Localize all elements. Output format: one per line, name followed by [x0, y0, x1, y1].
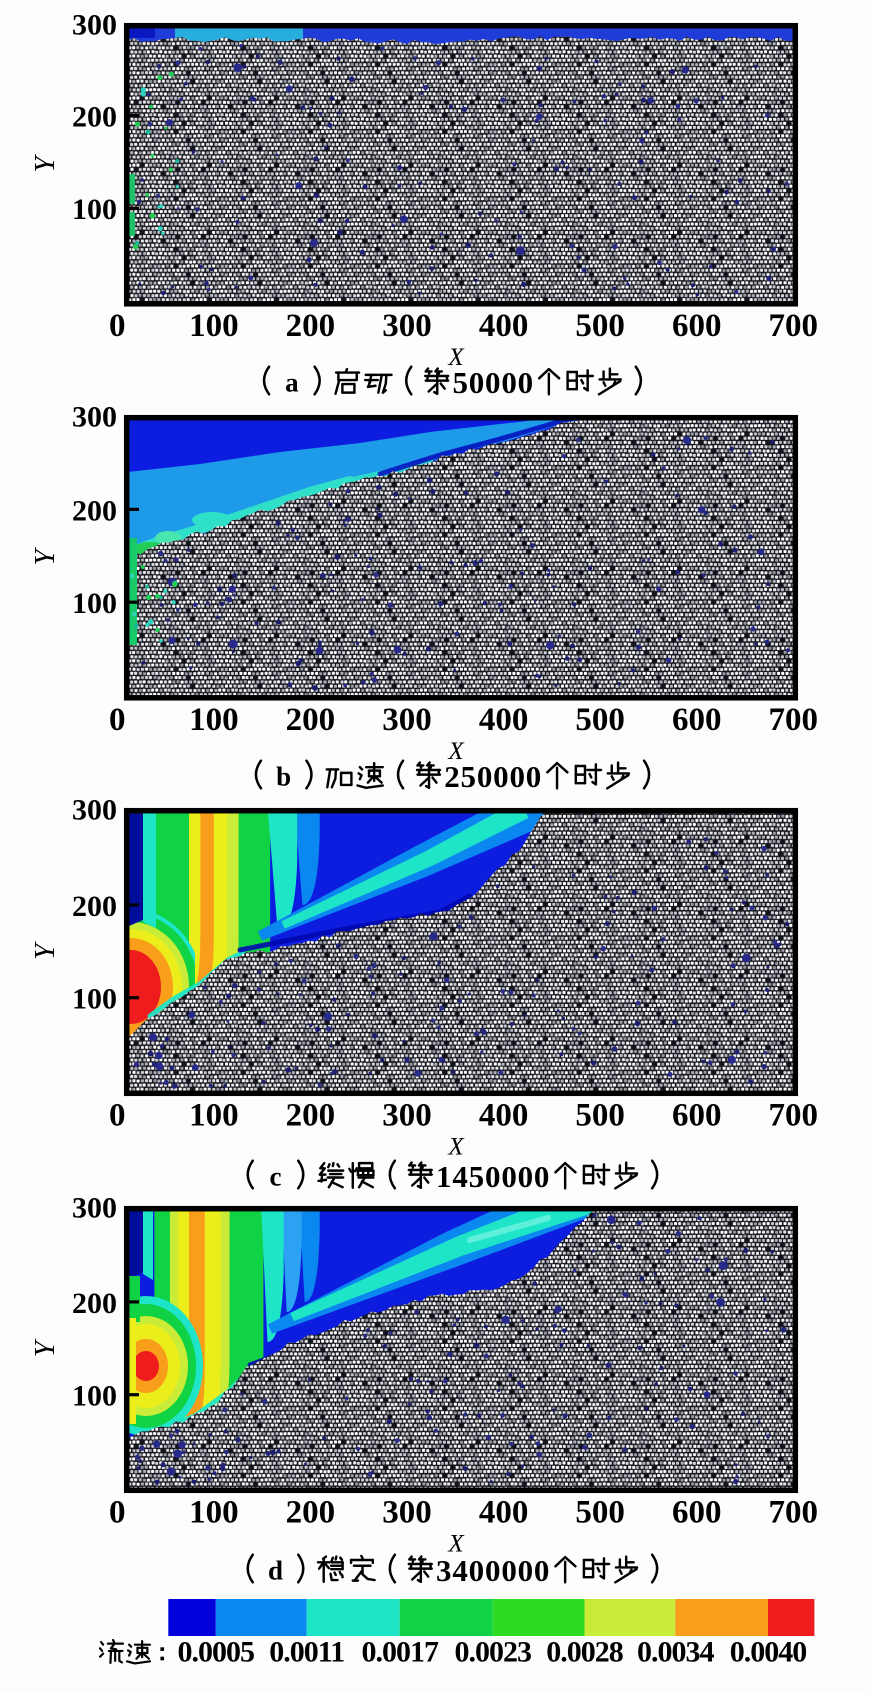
- svg-text:200: 200: [286, 1495, 336, 1531]
- svg-text:100: 100: [189, 1098, 239, 1134]
- svg-text:X: X: [447, 1134, 465, 1161]
- svg-text:300: 300: [72, 9, 117, 42]
- svg-text:100: 100: [72, 193, 117, 226]
- svg-text:300: 300: [72, 1192, 117, 1225]
- svg-text:0: 0: [518, 1159, 534, 1194]
- svg-text:0: 0: [485, 1553, 501, 1588]
- svg-text:Y: Y: [29, 154, 61, 173]
- svg-text:0: 0: [477, 759, 493, 794]
- svg-text:300: 300: [72, 794, 117, 827]
- svg-text:1: 1: [436, 1159, 452, 1194]
- svg-text:300: 300: [382, 1495, 432, 1531]
- svg-text:500: 500: [575, 308, 625, 344]
- svg-text:0: 0: [109, 308, 126, 344]
- svg-text:0: 0: [493, 759, 509, 794]
- svg-text:4: 4: [452, 1553, 468, 1588]
- svg-text:200: 200: [286, 308, 336, 344]
- svg-text:700: 700: [769, 1098, 819, 1134]
- svg-text:0: 0: [526, 759, 542, 794]
- svg-text:500: 500: [575, 1495, 625, 1531]
- svg-text:0: 0: [109, 702, 126, 738]
- svg-text:0.0034: 0.0034: [637, 1636, 715, 1669]
- svg-text:X: X: [447, 738, 465, 765]
- svg-text:100: 100: [189, 1495, 239, 1531]
- svg-text:c: c: [270, 1162, 282, 1192]
- svg-text:500: 500: [575, 1098, 625, 1134]
- svg-text:600: 600: [672, 308, 722, 344]
- svg-text:200: 200: [286, 702, 336, 738]
- svg-text:600: 600: [672, 1495, 722, 1531]
- svg-text:200: 200: [286, 1098, 336, 1134]
- svg-text:4: 4: [452, 1159, 468, 1194]
- svg-text:400: 400: [479, 308, 529, 344]
- svg-text:d: d: [268, 1556, 283, 1586]
- svg-text:100: 100: [189, 308, 239, 344]
- svg-text:0.0005: 0.0005: [178, 1636, 255, 1669]
- svg-text:500: 500: [575, 702, 625, 738]
- svg-text:100: 100: [72, 587, 117, 620]
- svg-text:600: 600: [672, 1098, 722, 1134]
- svg-text:400: 400: [479, 702, 529, 738]
- svg-text:0: 0: [109, 1495, 126, 1531]
- svg-text:3: 3: [436, 1553, 452, 1588]
- svg-text:0.0023: 0.0023: [454, 1636, 531, 1669]
- svg-text:300: 300: [72, 401, 117, 434]
- svg-text:0: 0: [501, 1553, 517, 1588]
- svg-text:0: 0: [109, 1098, 126, 1134]
- svg-text:0: 0: [518, 1553, 534, 1588]
- svg-text:100: 100: [72, 983, 117, 1016]
- svg-text:0: 0: [501, 365, 517, 400]
- svg-text:Y: Y: [29, 547, 61, 566]
- svg-text:0: 0: [518, 365, 534, 400]
- svg-text:0.0028: 0.0028: [546, 1636, 623, 1669]
- svg-text:2: 2: [444, 759, 460, 794]
- svg-text:300: 300: [382, 308, 432, 344]
- svg-text:0: 0: [485, 1159, 501, 1194]
- svg-text:200: 200: [72, 494, 117, 527]
- svg-text:a: a: [285, 368, 299, 398]
- svg-text:400: 400: [479, 1098, 529, 1134]
- svg-text:X: X: [447, 344, 465, 371]
- svg-text:0: 0: [509, 759, 525, 794]
- svg-text:b: b: [276, 762, 291, 792]
- svg-text:5: 5: [461, 759, 477, 794]
- svg-text:700: 700: [769, 308, 819, 344]
- svg-text:X: X: [447, 1531, 465, 1558]
- svg-text:400: 400: [479, 1495, 529, 1531]
- svg-text:0: 0: [534, 1159, 550, 1194]
- svg-text:5: 5: [469, 1159, 485, 1194]
- svg-text:0: 0: [469, 365, 485, 400]
- svg-text:5: 5: [452, 365, 468, 400]
- svg-text:Y: Y: [29, 941, 61, 960]
- svg-text:200: 200: [72, 1287, 117, 1320]
- svg-text:0: 0: [469, 1553, 485, 1588]
- svg-text:200: 200: [72, 100, 117, 133]
- svg-text:0: 0: [501, 1159, 517, 1194]
- svg-text:0: 0: [485, 365, 501, 400]
- svg-text:0.0017: 0.0017: [361, 1636, 439, 1669]
- svg-text:300: 300: [382, 702, 432, 738]
- svg-text:600: 600: [672, 702, 722, 738]
- svg-text:0.0011: 0.0011: [269, 1636, 344, 1669]
- svg-text:0: 0: [534, 1553, 550, 1588]
- svg-text:300: 300: [382, 1098, 432, 1134]
- svg-text:700: 700: [769, 702, 819, 738]
- svg-text:100: 100: [72, 1380, 117, 1413]
- svg-text:200: 200: [72, 890, 117, 923]
- svg-text:700: 700: [769, 1495, 819, 1531]
- svg-text:Y: Y: [29, 1338, 61, 1357]
- svg-text:0.0040: 0.0040: [730, 1636, 807, 1669]
- svg-text:100: 100: [189, 702, 239, 738]
